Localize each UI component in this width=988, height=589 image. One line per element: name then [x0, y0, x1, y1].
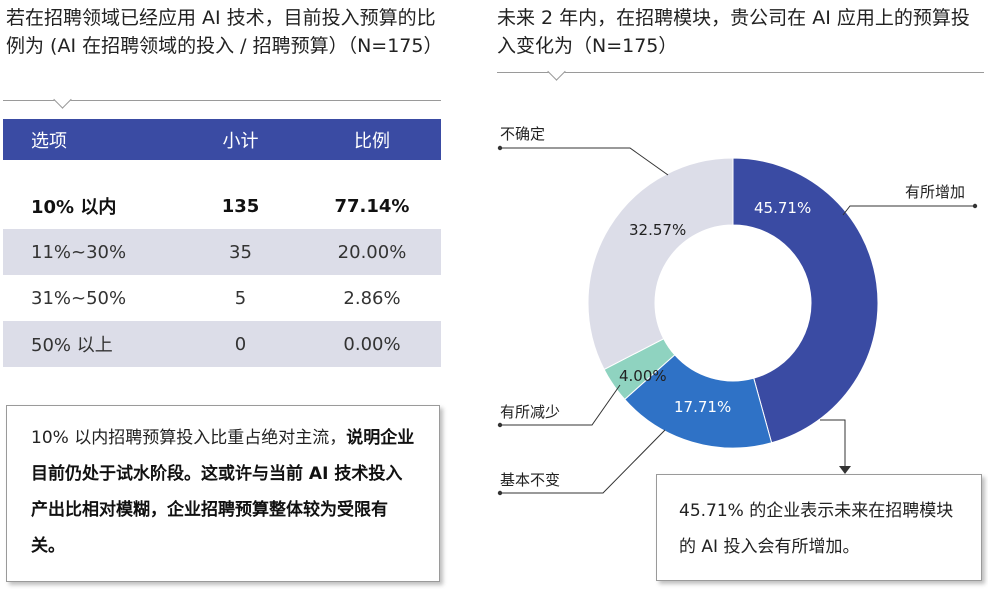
right-panel-title: 未来 2 年内，在招聘模块，贵公司在 AI 应用上的预算投入变化为（N=175） — [497, 7, 970, 57]
right-title-underline — [497, 72, 984, 73]
leader-line-uncertain — [500, 147, 669, 176]
table-row: 50% 以上 0 0.00% — [3, 321, 441, 367]
table-row: 11%~30% 35 20.00% — [3, 229, 441, 275]
callout-arrow — [839, 466, 851, 474]
leader-line-callout — [820, 419, 846, 466]
leader-dot-increase — [972, 203, 978, 209]
slice-label-uncertain: 32.57% — [629, 221, 687, 239]
row-option: 50% 以上 — [31, 335, 113, 356]
row-count: 5 — [234, 287, 247, 309]
header-count: 小计 — [222, 130, 259, 152]
right-insight-box: 45.71% 的企业表示未来在招聘模块的 AI 投入会有所增加。 — [656, 474, 982, 581]
row-option: 11%~30% — [31, 241, 127, 263]
table-row: 10% 以内 135 77.14% — [3, 183, 441, 229]
slice-label-increase: 45.71% — [754, 199, 812, 217]
insight-text: 10% 以内招聘预算投入比重占绝对主流， — [31, 428, 347, 448]
leader-line-increase — [842, 205, 975, 216]
slice-label-unchanged: 17.71% — [674, 398, 732, 416]
row-count: 0 — [234, 333, 247, 355]
right-insight-text: 45.71% 的企业表示未来在招聘模块的 AI 投入会有所增加。 — [679, 501, 954, 557]
row-ratio: 2.86% — [343, 287, 401, 309]
leader-line-unchanged — [500, 429, 666, 494]
left-title-underline — [3, 100, 441, 101]
leader-line-decrease — [500, 384, 621, 426]
budget-ratio-table: 选项 小计 比例 10% 以内 135 77.14% 11%~30% 35 20… — [3, 119, 441, 367]
table-header: 选项 小计 比例 — [3, 119, 441, 160]
category-label-decrease: 有所减少 — [500, 403, 561, 421]
category-label-increase: 有所增加 — [905, 183, 966, 201]
table-row: 31%~50% 5 2.86% — [3, 275, 441, 321]
leader-dot-decrease — [497, 422, 503, 428]
left-panel-title: 若在招聘领域已经应用 AI 技术，目前投入预算的比例为 (AI 在招聘领域的投入… — [6, 7, 443, 57]
leader-dot-uncertain — [497, 145, 503, 151]
category-label-uncertain: 不确定 — [500, 125, 546, 143]
header-option: 选项 — [31, 130, 67, 152]
slice-label-decrease: 4.00% — [619, 367, 667, 385]
row-count: 135 — [221, 195, 260, 217]
slice-increase — [732, 157, 879, 444]
row-option: 10% 以内 — [31, 197, 117, 218]
category-label-unchanged: 基本不变 — [500, 471, 561, 489]
header-ratio: 比例 — [354, 130, 390, 152]
row-ratio: 77.14% — [334, 195, 410, 217]
row-option: 31%~50% — [31, 287, 127, 309]
leader-dot-unchanged — [497, 490, 503, 496]
left-insight-box: 10% 以内招聘预算投入比重占绝对主流，说明企业目前仍处于试水阶段。这或许与当前… — [6, 405, 440, 582]
insight-bold-text: 说明企业目前仍处于试水阶段。这或许与当前 AI 技术投入产出比相对模糊，企业招聘… — [31, 428, 415, 556]
slice-uncertain — [587, 157, 734, 371]
row-ratio: 20.00% — [337, 241, 407, 263]
row-count: 35 — [229, 241, 252, 263]
row-ratio: 0.00% — [343, 333, 401, 355]
slice-unchanged — [623, 354, 773, 449]
